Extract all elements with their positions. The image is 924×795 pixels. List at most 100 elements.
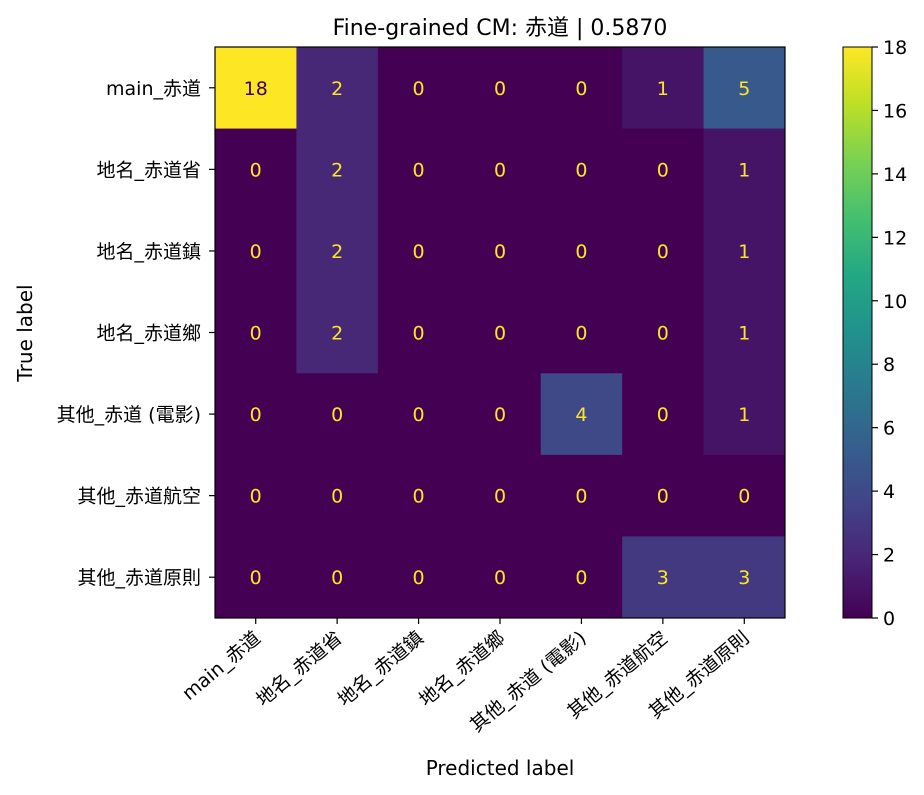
heatmap-cell [622,128,705,211]
colorbar-tick-label: 12 [883,227,907,249]
cell-value-label: 0 [657,323,669,345]
colorbar-tick-label: 0 [883,608,895,630]
colorbar-tick-label: 2 [883,545,895,567]
heatmap-cell [377,454,460,537]
x-tick-label: 地名_赤道省 [252,627,346,711]
cell-value-label: 2 [331,241,343,263]
heatmap-cell [622,291,705,374]
colorbar-tick-label: 16 [883,100,907,122]
heatmap-cell [703,373,786,456]
heatmap-cell [622,373,705,456]
heatmap-cell [296,454,379,537]
cell-value-label: 0 [575,78,587,100]
cell-value-label: 0 [250,241,262,263]
cell-value-label: 1 [738,159,750,181]
cell-value-label: 0 [250,404,262,426]
x-tick-label: 地名_赤道鎮 [334,627,428,711]
cell-value-label: 0 [494,159,506,181]
heatmap-cell [296,536,379,619]
cell-value-label: 0 [250,159,262,181]
heatmap-cell [540,291,623,374]
heatmap-cell [215,291,297,374]
heatmap-cell [459,536,542,619]
cell-value-label: 0 [331,404,343,426]
heatmap-cell [459,47,542,130]
cell-value-label: 0 [494,78,506,100]
heatmap-cell [296,210,379,293]
y-tick-label: 其他_赤道原則 [77,567,201,589]
heatmap-cell [540,128,623,211]
cell-value-label: 0 [575,486,587,508]
heatmap-cell [459,128,542,211]
cell-value-label: 1 [738,241,750,263]
heatmap-cell [215,210,297,293]
heatmap-cell [215,47,297,130]
heatmap-cell [296,291,379,374]
heatmap-cell [215,454,297,537]
colorbar-tick-label: 6 [883,418,895,440]
cell-value-label: 0 [413,323,425,345]
colorbar-tick-label: 10 [883,291,907,313]
cell-value-label: 2 [331,323,343,345]
heatmap-cell [215,536,297,619]
cell-value-label: 3 [738,567,750,589]
y-tick-label: 地名_赤道鎮 [96,241,201,263]
cell-value-label: 0 [575,159,587,181]
chart-title: Fine-grained CM: 赤道 | 0.5870 [333,16,668,41]
cell-value-label: 2 [331,78,343,100]
heatmap-cell [459,291,542,374]
colorbar-tick-label: 18 [883,37,907,59]
heatmap-cell [296,373,379,456]
heatmap-cell [540,210,623,293]
heatmap-cell [215,373,297,456]
cell-value-label: 0 [657,486,669,508]
cell-value-label: 0 [494,567,506,589]
heatmap-cell [377,210,460,293]
cell-value-label: 0 [657,159,669,181]
cell-value-label: 4 [575,404,587,426]
cell-value-label: 0 [250,567,262,589]
cell-value-label: 0 [250,486,262,508]
heatmap-cell [540,373,623,456]
heatmap-cell [703,47,786,130]
cell-value-label: 0 [413,567,425,589]
heatmap-cell [622,210,705,293]
cell-value-label: 5 [738,78,750,100]
cell-value-label: 0 [413,78,425,100]
heatmap-cells [215,47,786,619]
colorbar-tick-label: 4 [883,481,895,503]
y-tick-label: 其他_赤道航空 [77,486,201,508]
cell-value-label: 3 [657,567,669,589]
cell-value-label: 0 [657,241,669,263]
cell-value-label: 0 [738,486,750,508]
heatmap-cell [540,47,623,130]
colorbar-gradient [842,46,873,619]
cell-value-label: 0 [494,486,506,508]
heatmap-cell [215,128,297,211]
y-axis-label: True label [13,284,37,382]
cell-value-label: 0 [250,323,262,345]
y-tick-label: 地名_赤道鄉 [96,323,201,345]
heatmap-cell [459,454,542,537]
x-axis-label: Predicted label [426,756,575,780]
colorbar: 0 2 4 6 8 10 12 14 16 18 [842,37,907,630]
colorbar-tick-label: 8 [883,354,895,376]
heatmap-cell [703,536,786,619]
y-tick-label: 地名_赤道省 [96,159,201,181]
y-tick-label: 其他_赤道 (電影) [57,404,201,426]
heatmap-cell [703,210,786,293]
heatmap-cell [703,128,786,211]
heatmap-cell [296,47,379,130]
heatmap-cell [540,454,623,537]
cell-value-label: 1 [738,323,750,345]
cell-value-label: 0 [413,241,425,263]
cell-value-label: 18 [244,78,268,100]
cell-value-label: 0 [413,159,425,181]
heatmap-cell [622,454,705,537]
heatmap-cell [540,536,623,619]
cell-value-label: 2 [331,159,343,181]
cell-value-label: 0 [657,404,669,426]
cell-value-label: 0 [494,323,506,345]
